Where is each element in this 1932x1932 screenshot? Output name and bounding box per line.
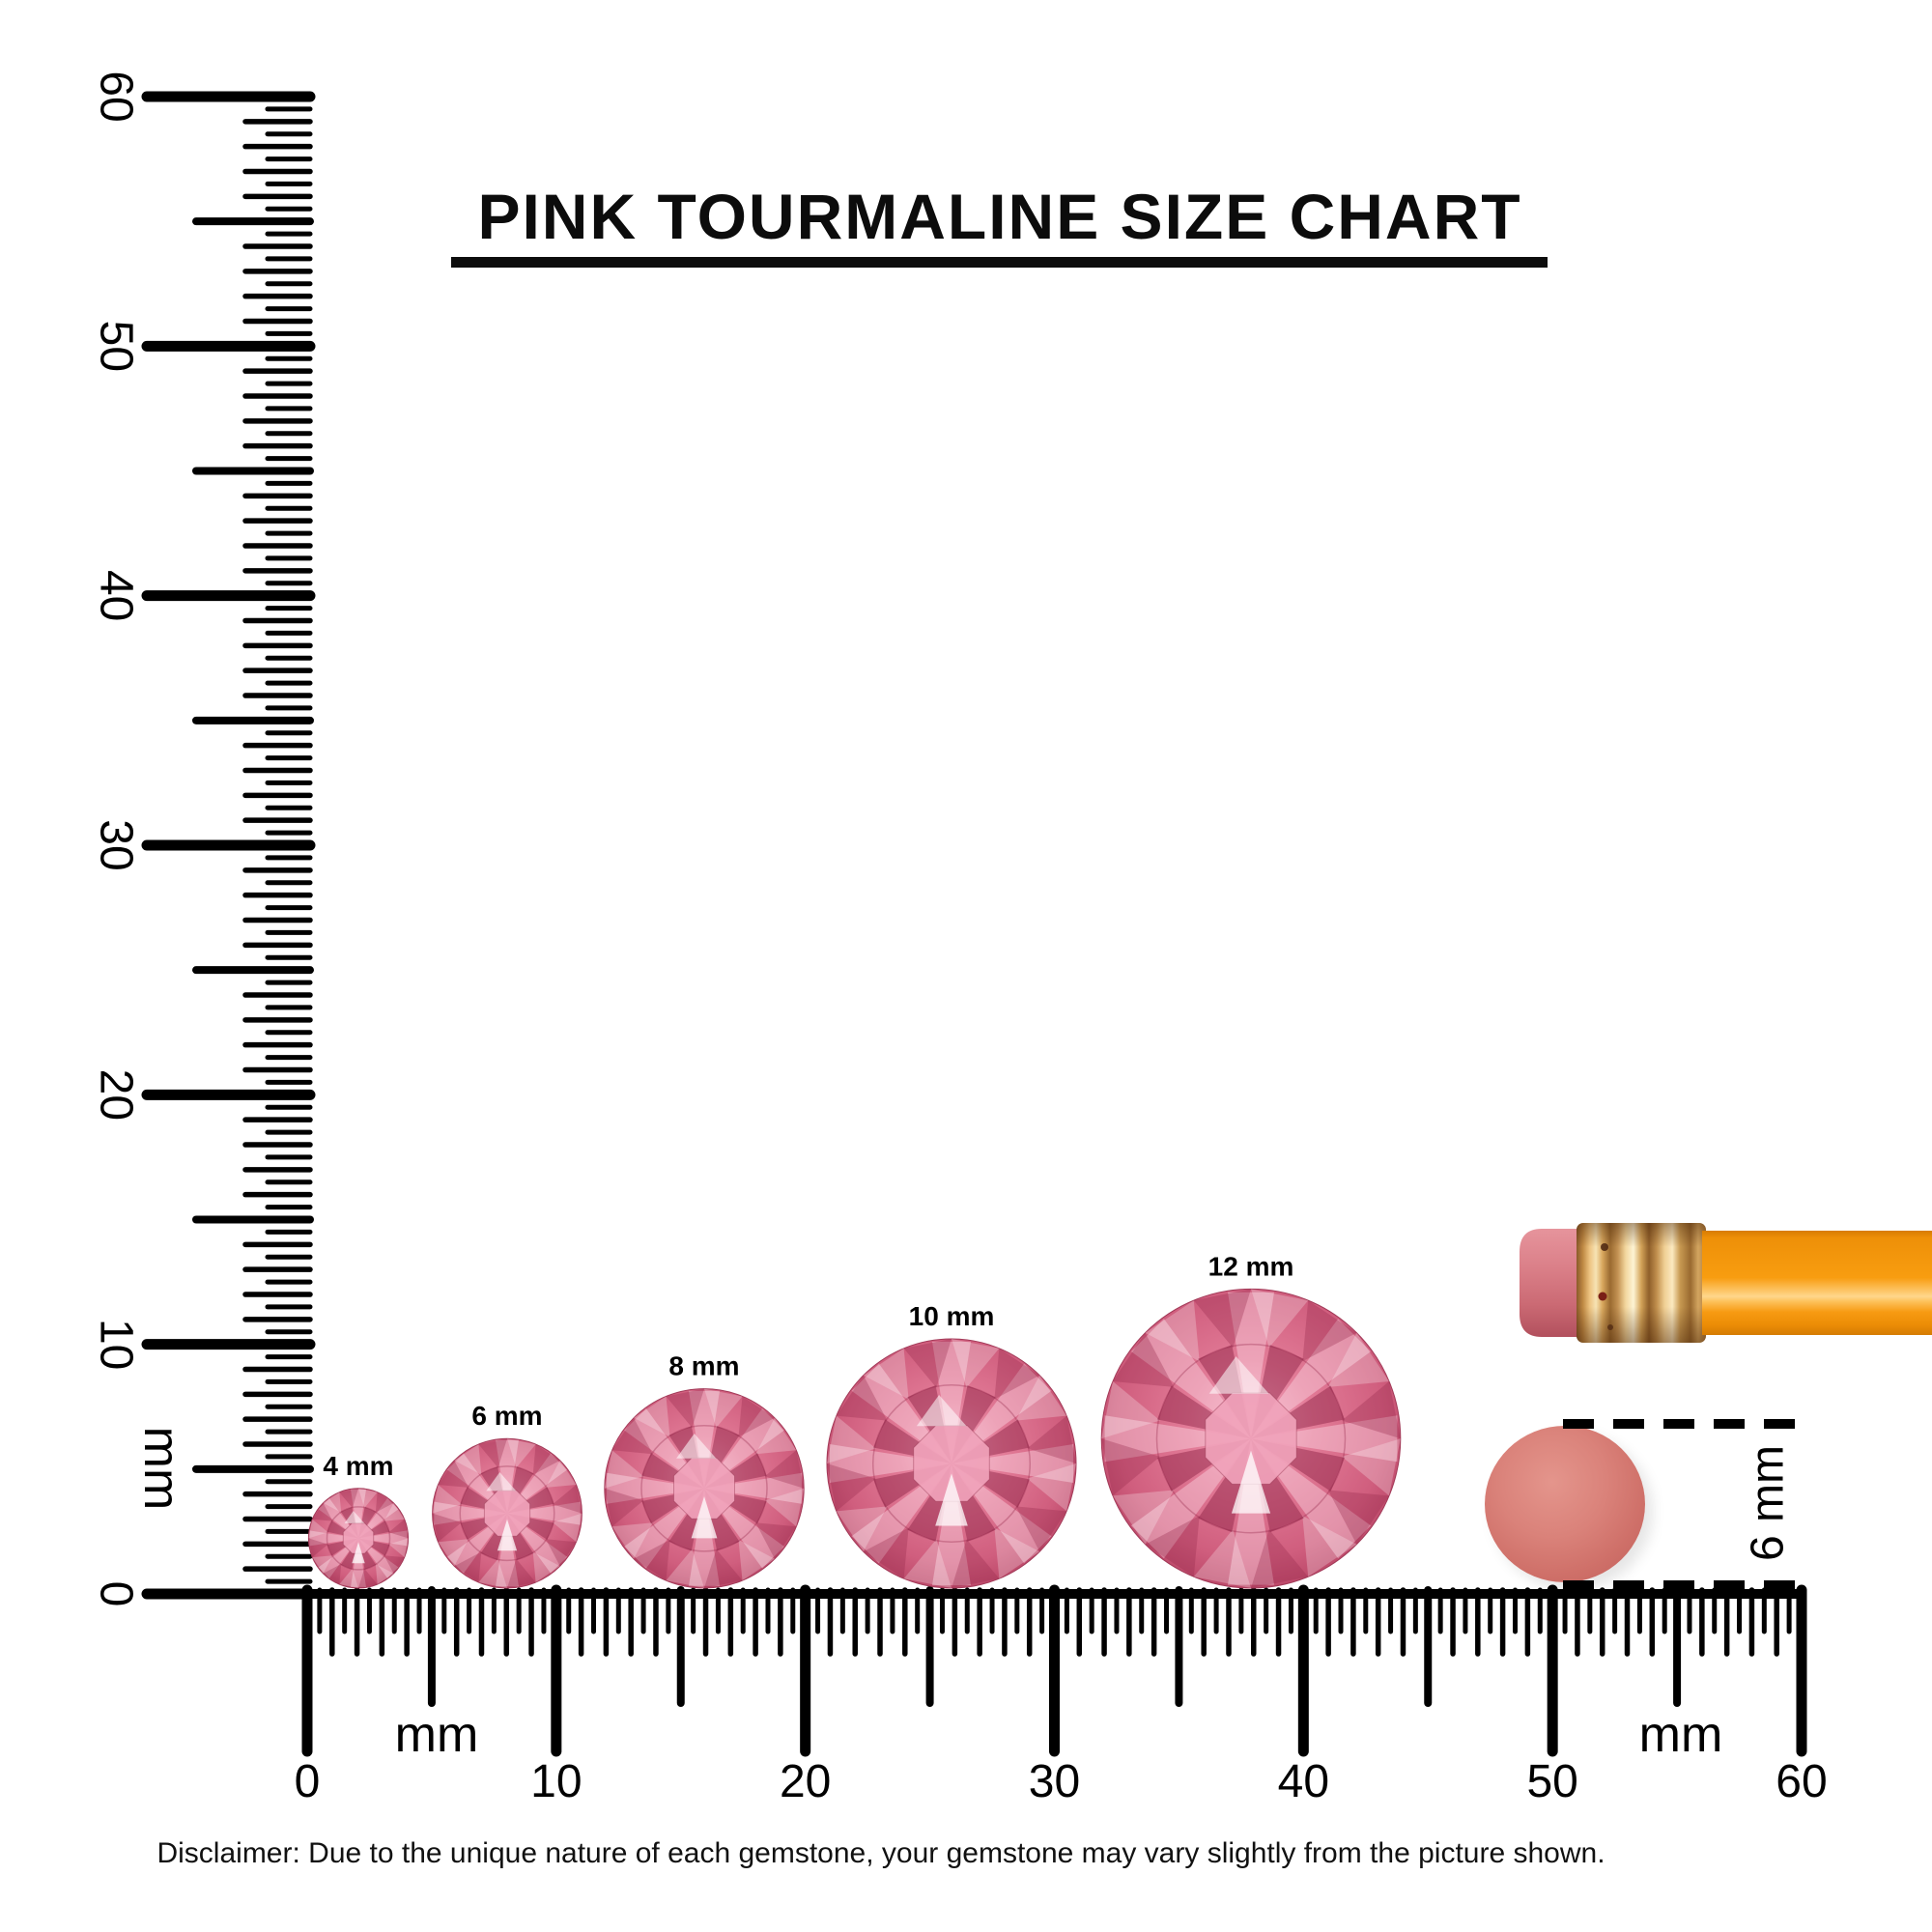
gem-size-label-10mm: 10 mm <box>909 1301 995 1331</box>
v-ruler-tick-label-30: 30 <box>91 819 142 870</box>
gem-size-label-4mm: 4 mm <box>323 1451 393 1481</box>
v-ruler-tick-label-50: 50 <box>91 321 142 372</box>
gem-8mm <box>604 1388 805 1589</box>
v-ruler-tick-label-20: 20 <box>91 1069 142 1121</box>
h-ruler-tick-label-60: 60 <box>1776 1756 1827 1807</box>
gem-size-label-6mm: 6 mm <box>471 1401 542 1431</box>
h-ruler-tick-label-0: 0 <box>295 1756 321 1807</box>
v-ruler-tick-label-40: 40 <box>91 570 142 621</box>
page-title: PINK TOURMALINE SIZE CHART <box>477 181 1522 252</box>
title-underline <box>451 257 1548 268</box>
horizontal-ruler-unit-label-right: mm <box>1638 1707 1723 1763</box>
h-ruler-tick-label-20: 20 <box>780 1756 831 1807</box>
gem-4mm <box>307 1488 410 1589</box>
pencil-eraser <box>1520 1229 1585 1337</box>
gem-12mm <box>1100 1288 1402 1589</box>
pencil-graphic <box>1520 1223 1932 1343</box>
v-ruler-tick-label-10: 10 <box>91 1319 142 1370</box>
gem-10mm <box>826 1338 1077 1589</box>
h-ruler-tick-label-40: 40 <box>1278 1756 1329 1807</box>
gem-size-labels: 4 mm 6 mm 8 mm 10 mm 12 mm <box>323 1251 1293 1480</box>
v-ruler-tick-label-60: 60 <box>91 71 142 122</box>
pencil-body <box>1702 1231 1932 1335</box>
h-ruler-tick-label-10: 10 <box>530 1756 582 1807</box>
gem-size-label-12mm: 12 mm <box>1208 1251 1294 1281</box>
gem-size-label-8mm: 8 mm <box>668 1351 739 1381</box>
vertical-ruler-ticks <box>141 91 316 1600</box>
horizontal-ruler-unit-label-left: mm <box>394 1707 479 1763</box>
ferrule-crimp-dot <box>1601 1243 1608 1251</box>
h-ruler-tick-label-50: 50 <box>1526 1756 1577 1807</box>
gem-row <box>307 1288 1402 1589</box>
disc-dimension-label: 6 mm <box>1742 1445 1794 1561</box>
gem-6mm <box>432 1437 582 1589</box>
ferrule-crimp-dot <box>1598 1292 1607 1301</box>
vertical-ruler-unit-label: mm <box>133 1426 189 1511</box>
horizontal-ruler-labels: 0 10 20 30 40 50 60 <box>295 1756 1828 1807</box>
pencil-ferrule <box>1577 1223 1706 1343</box>
disclaimer-text: Disclaimer: Due to the unique nature of … <box>156 1837 1605 1869</box>
ferrule-crimp-dot <box>1607 1324 1613 1330</box>
horizontal-ruler-ticks <box>301 1584 1807 1757</box>
eraser-disc <box>1485 1426 1645 1582</box>
v-ruler-tick-label-0: 0 <box>91 1581 142 1607</box>
dimension-line-top <box>1563 1419 1801 1429</box>
dimension-line-bottom <box>1563 1580 1801 1590</box>
h-ruler-tick-label-30: 30 <box>1029 1756 1080 1807</box>
vertical-ruler-labels: 0 10 20 30 40 50 60 <box>91 71 142 1606</box>
